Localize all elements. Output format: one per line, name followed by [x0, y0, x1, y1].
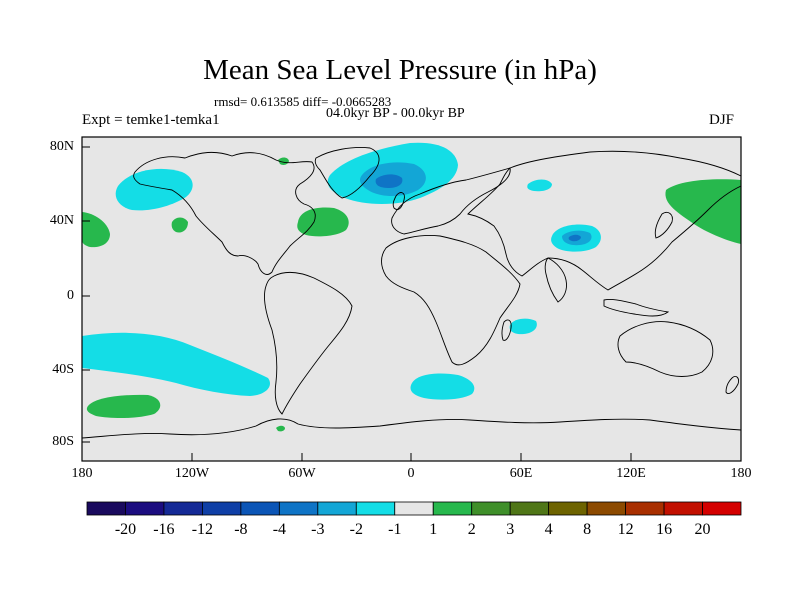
colorbar-swatch: [394, 501, 434, 516]
anomaly-positive-labrador: [278, 157, 289, 165]
colorbar-label: 20: [694, 521, 711, 538]
colorbar-swatch: [702, 501, 742, 516]
colorbar-label: -16: [153, 521, 175, 538]
axis-ticks: [82, 146, 632, 461]
colorbar-swatch: [663, 501, 703, 516]
japan-outline: [654, 211, 673, 239]
anomaly-core-north-atlantic: [375, 174, 403, 188]
colorbar-swatch: [432, 501, 473, 516]
north-america-outline: [133, 151, 316, 275]
lon-label: 60E: [509, 466, 533, 481]
season-label: DJF: [709, 112, 735, 128]
colorbar-label: 4: [544, 521, 553, 538]
colorbar-swatch: [240, 501, 280, 516]
colorbar-swatch: [355, 501, 396, 516]
europe-outline: [391, 167, 511, 235]
colorbar-swatch: [509, 501, 550, 516]
new-zealand-outline: [725, 375, 739, 395]
lon-label: 180: [730, 466, 752, 481]
anomaly-core-tibet: [568, 234, 581, 242]
colorbar-swatch: [586, 501, 626, 516]
stats-text: rmsd= 0.613585 diff= -0.0665283: [214, 94, 392, 109]
colorbar-swatch: [471, 501, 511, 516]
colorbar-label: -12: [191, 521, 214, 538]
anomaly-positive-north-atlantic-west: [297, 207, 349, 237]
colorbar-label: -2: [349, 521, 363, 538]
colorbar-label: 12: [617, 521, 634, 538]
lon-label: 60W: [288, 466, 316, 481]
colorbar-swatch: [278, 501, 319, 516]
lon-label: 120E: [616, 466, 646, 481]
colorbar-label: 2: [467, 521, 476, 538]
colorbar-label: -4: [272, 521, 287, 538]
anomaly-positive-alaska: [171, 217, 188, 233]
anomaly-positive-northwest-pacific: [665, 179, 741, 244]
australia-outline: [617, 321, 714, 377]
anomaly-negative-south-indian: [410, 373, 475, 400]
colorbar-swatch: [625, 501, 665, 516]
colorbar-label: 3: [506, 521, 515, 538]
colorbar-swatch: [86, 501, 126, 516]
chart-title: Mean Sea Level Pressure (in hPa): [203, 54, 597, 86]
lon-label: 0: [407, 466, 415, 481]
anomaly-positive-small-dot: [276, 425, 285, 432]
colorbar-swatch: [202, 501, 242, 516]
india-outline: [544, 257, 567, 303]
experiment-label: Expt = temke1-temka1: [82, 112, 220, 128]
anomaly-negative-madagascar: [509, 318, 537, 335]
anomaly-negative-europe: [527, 179, 552, 192]
lat-label: 80S: [52, 434, 74, 449]
colorbar-label: -8: [234, 521, 248, 538]
lat-label: 0: [67, 288, 74, 303]
indonesia-outline: [603, 299, 670, 317]
south-america-outline: [263, 271, 353, 415]
lon-label: 120W: [174, 466, 210, 481]
colorbar-swatch: [548, 501, 588, 516]
colorbar-label: 16: [656, 521, 673, 538]
britain-outline: [392, 192, 405, 211]
colorbar-swatch: [317, 501, 357, 516]
asia-outline: [467, 150, 741, 291]
colorbar: [86, 501, 742, 516]
pressure-anomaly-field: [82, 142, 741, 432]
period-text: 04.0kyr BP - 00.0kyr BP: [326, 106, 465, 121]
africa-outline: [381, 235, 521, 366]
antarctica-outline: [82, 418, 741, 439]
anomaly-negative-south-pacific-band: [82, 332, 270, 396]
colorbar-label: -1: [388, 521, 402, 538]
lat-label: 80N: [49, 139, 74, 154]
colorbar-label: 1: [429, 521, 438, 538]
continent-outlines: [82, 147, 741, 439]
lon-label: 180: [71, 466, 93, 481]
colorbar-swatch: [163, 501, 203, 516]
lat-label: 40N: [49, 213, 74, 228]
greenland-outline: [314, 147, 380, 199]
colorbar-swatch: [125, 501, 165, 516]
colorbar-label: 8: [583, 521, 592, 538]
anomaly-positive-southern-ocean: [86, 394, 161, 419]
lat-label: 40S: [52, 362, 74, 377]
madagascar-outline: [501, 319, 512, 341]
colorbar-label: -20: [114, 521, 137, 538]
colorbar-label: -3: [311, 521, 325, 538]
